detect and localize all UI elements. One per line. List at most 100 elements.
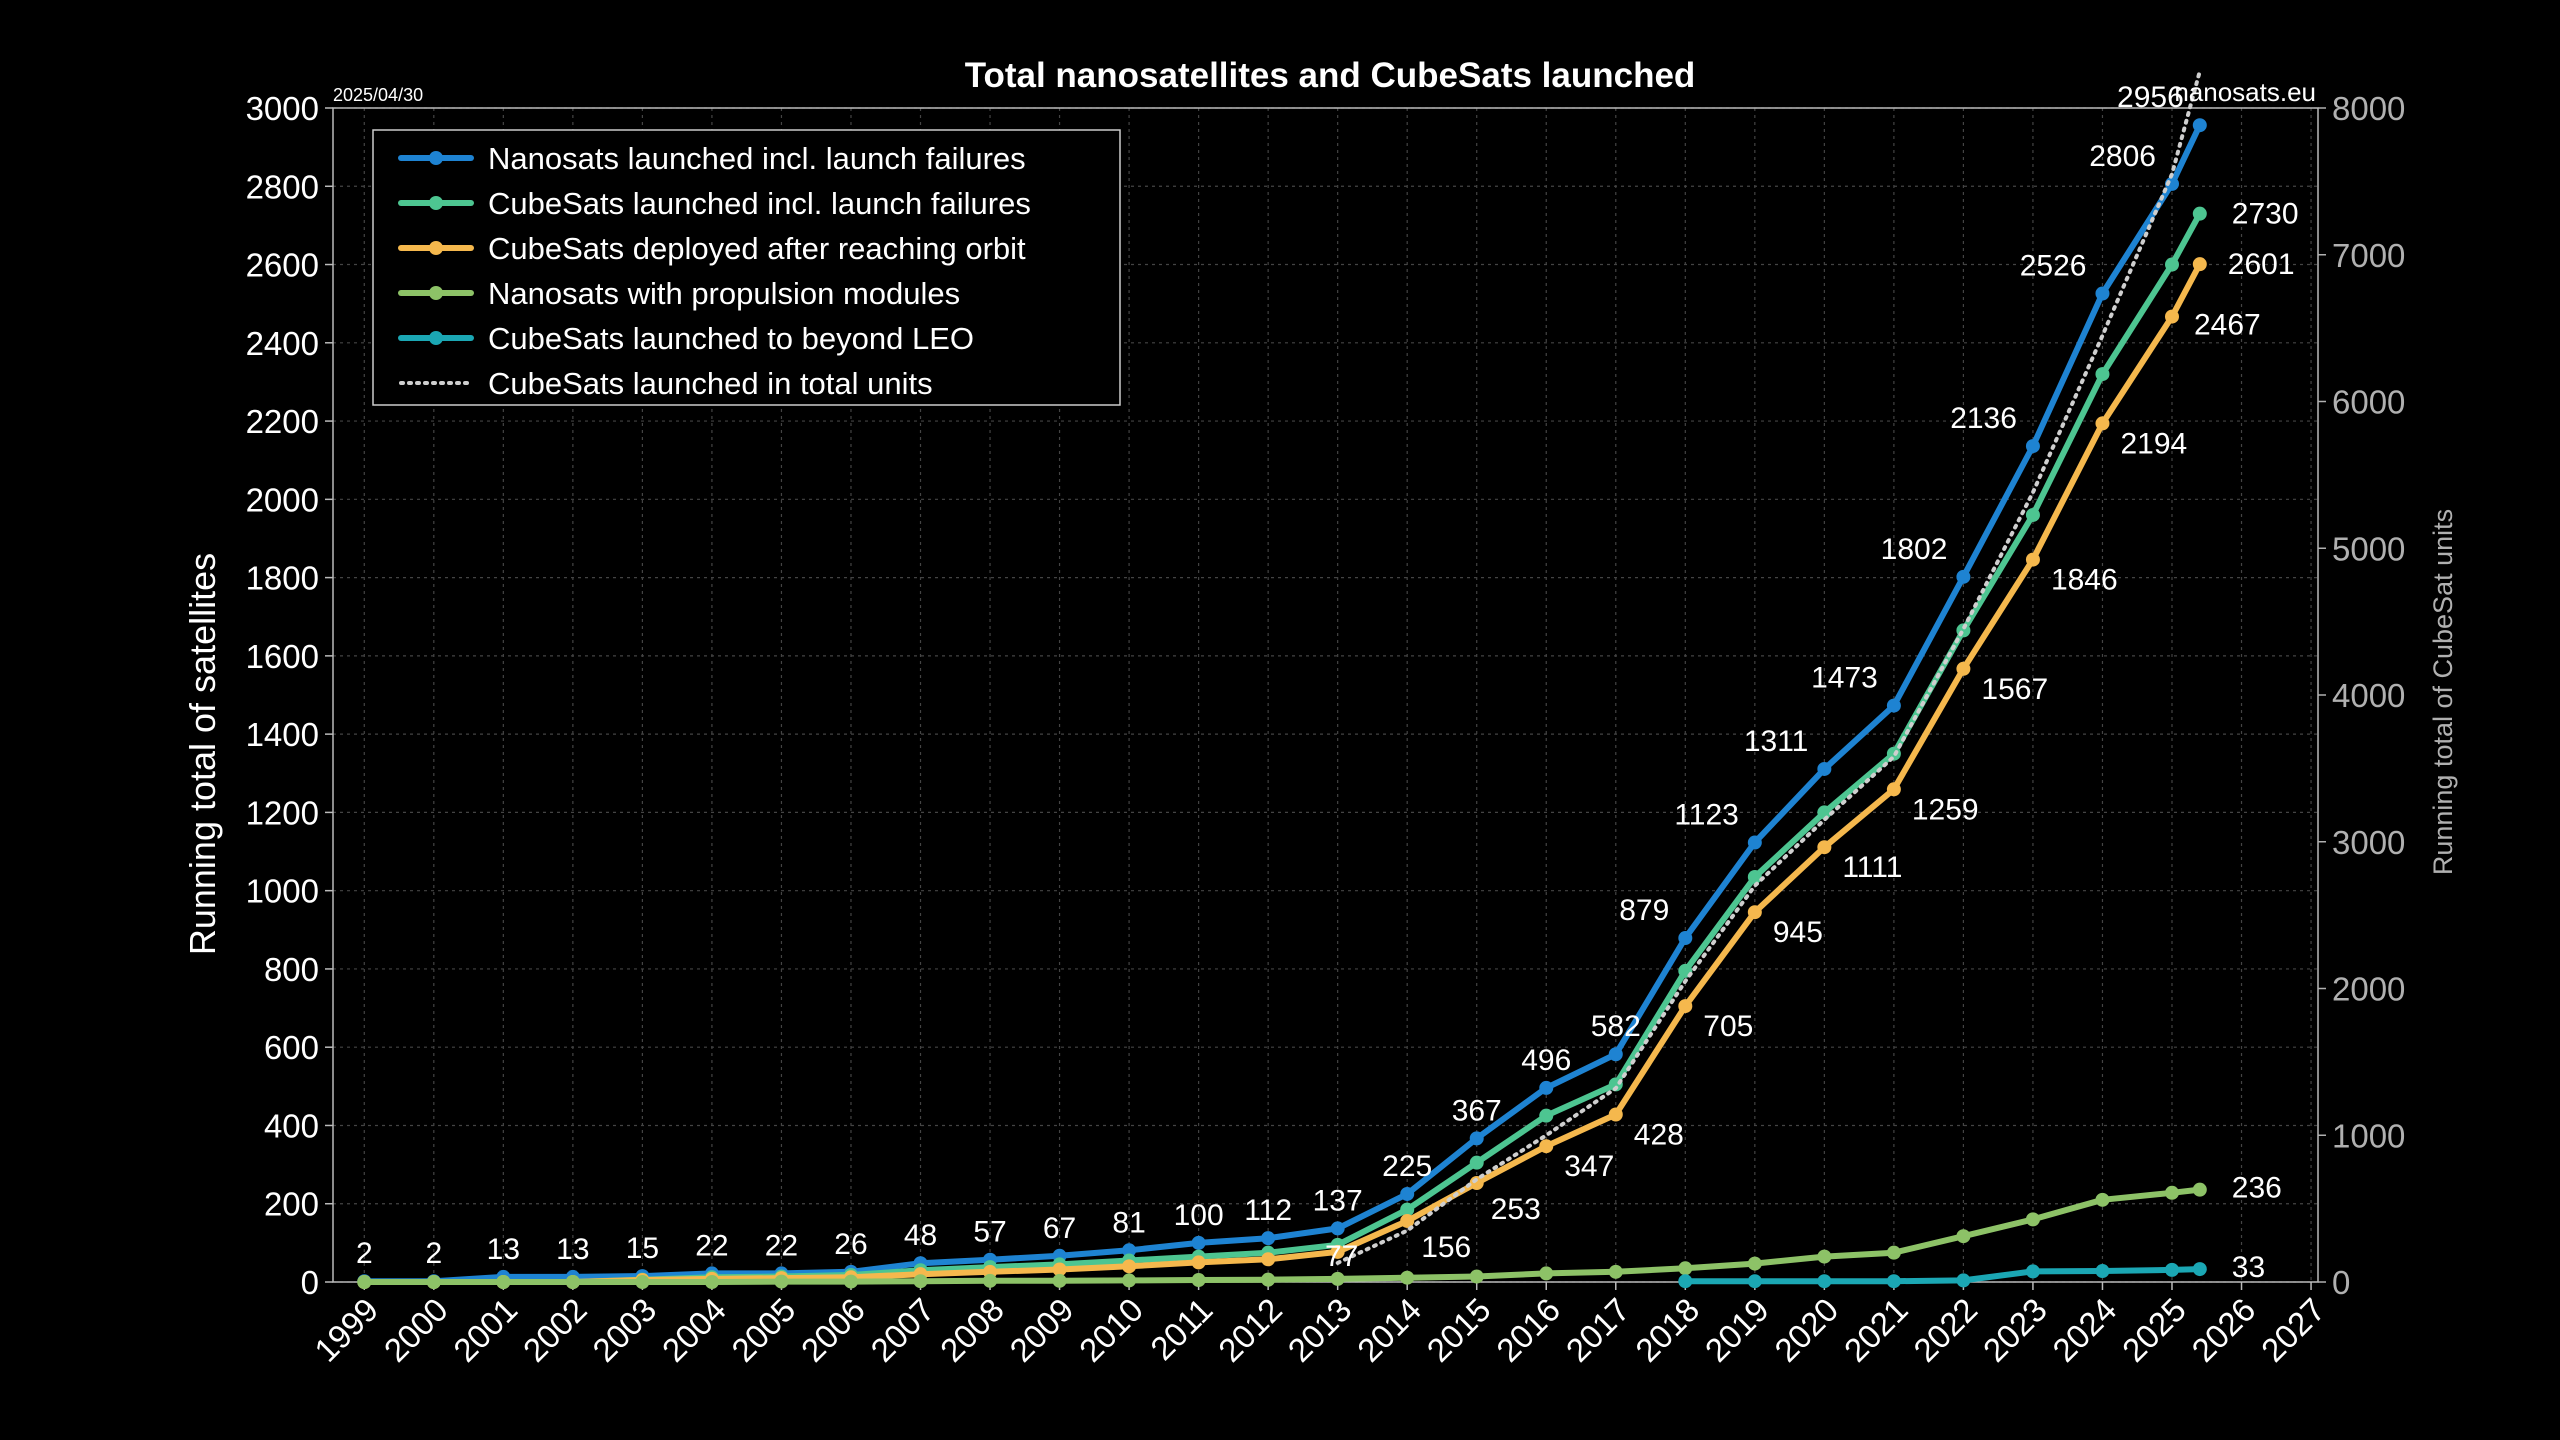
- data-point: [1191, 1235, 1206, 1250]
- data-point: [1817, 1274, 1832, 1289]
- data-label: 112: [1244, 1194, 1292, 1227]
- data-label: 347: [1564, 1150, 1614, 1183]
- data-point: [2095, 1264, 2110, 1279]
- data-label: 33: [2232, 1251, 2265, 1284]
- data-point: [983, 1273, 998, 1288]
- y-tick-label: 600: [264, 1029, 319, 1066]
- series-line: [361, 122, 2203, 1285]
- data-point: [426, 1275, 441, 1289]
- data-point: [1956, 1229, 1971, 1244]
- data-point: [1608, 1107, 1623, 1122]
- data-point: [1330, 1244, 1345, 1259]
- data-point: [635, 1275, 650, 1289]
- legend-marker: [429, 196, 443, 210]
- data-point: [1678, 1274, 1693, 1289]
- y-tick-label: 1200: [246, 794, 319, 831]
- data-label: 225: [1382, 1150, 1432, 1183]
- y-tick-label: 1000: [246, 873, 319, 910]
- data-point: [1261, 1252, 1276, 1267]
- data-label: 236: [2232, 1172, 2282, 1205]
- data-label: 77: [1325, 1240, 1358, 1273]
- data-point: [1817, 805, 1832, 820]
- data-label: 1259: [1912, 793, 1979, 826]
- data-point: [2164, 257, 2179, 272]
- data-point: [2192, 118, 2207, 133]
- legend-label: Nanosats launched incl. launch failures: [488, 141, 1026, 176]
- data-label: 2: [356, 1237, 373, 1270]
- data-point: [2192, 1262, 2207, 1277]
- y2-tick-label: 7000: [2332, 237, 2405, 274]
- y2-tick-label: 8000: [2332, 90, 2405, 127]
- y2-tick-label: 1000: [2332, 1117, 2405, 1154]
- data-label: 1473: [1811, 662, 1878, 695]
- data-point: [1469, 1131, 1484, 1146]
- data-point: [565, 1275, 580, 1289]
- data-point: [1956, 661, 1971, 676]
- y-tick-label: 800: [264, 951, 319, 988]
- data-label: 945: [1773, 916, 1823, 949]
- series-lines: [357, 69, 2207, 1289]
- y2-tick-label: 6000: [2332, 384, 2405, 421]
- data-point: [1052, 1262, 1067, 1277]
- data-point: [1539, 1080, 1554, 1095]
- data-point: [357, 1275, 372, 1289]
- data-point: [704, 1275, 719, 1289]
- legend-box: [372, 129, 1121, 406]
- data-point: [1330, 1271, 1345, 1286]
- legend-marker: [429, 241, 443, 255]
- legend-label: Nanosats with propulsion modules: [488, 276, 960, 311]
- data-point: [2025, 439, 2040, 454]
- data-point: [1539, 1139, 1554, 1154]
- legend-label: CubeSats launched in total units: [488, 366, 933, 401]
- data-label: 26: [834, 1228, 867, 1261]
- y2-tick-label: 0: [2332, 1264, 2350, 1301]
- legend-label: CubeSats deployed after reaching orbit: [488, 231, 1026, 266]
- legend-label: CubeSats launched to beyond LEO: [488, 321, 974, 356]
- data-point: [2095, 416, 2110, 431]
- data-label: 705: [1703, 1010, 1753, 1043]
- data-point: [1886, 698, 1901, 713]
- data-point: [1817, 761, 1832, 776]
- y-tick-label: 2000: [246, 481, 319, 518]
- data-point: [2164, 309, 2179, 324]
- data-point: [2164, 1185, 2179, 1200]
- data-point: [2164, 1262, 2179, 1277]
- data-point: [1400, 1202, 1415, 1217]
- y-tick-label: 1600: [246, 638, 319, 675]
- y-axis-title: Running total of satellites: [182, 553, 223, 955]
- legend: Nanosats launched incl. launch failures C…: [372, 129, 1121, 406]
- data-point: [2095, 1192, 2110, 1207]
- data-label: 1111: [1842, 851, 1902, 884]
- data-point: [1678, 1261, 1693, 1276]
- data-point: [496, 1275, 511, 1289]
- data-point: [2095, 286, 2110, 301]
- data-label: 428: [1634, 1119, 1684, 1152]
- y-tick-label: 2400: [246, 325, 319, 362]
- y-tick-label: 1800: [246, 560, 319, 597]
- data-point: [1817, 1249, 1832, 1264]
- data-point: [1400, 1213, 1415, 1228]
- y-tick-label: 2200: [246, 403, 319, 440]
- data-label: 1567: [1981, 673, 2048, 706]
- data-point: [1261, 1272, 1276, 1287]
- data-label: 2601: [2228, 248, 2295, 281]
- data-label: 22: [765, 1229, 798, 1262]
- data-label: 22: [695, 1229, 728, 1262]
- data-point: [1747, 869, 1762, 884]
- data-label: 2730: [2232, 198, 2299, 231]
- data-label: 1123: [1674, 799, 1739, 832]
- data-label: 13: [556, 1233, 589, 1266]
- data-point: [2025, 1212, 2040, 1227]
- y-tick-label: 1400: [246, 716, 319, 753]
- date-label: 2025/04/30: [333, 85, 423, 105]
- data-label: 1311: [1744, 725, 1809, 758]
- data-label: 1802: [1881, 533, 1948, 566]
- data-point: [1886, 1245, 1901, 1260]
- data-point: [1747, 1274, 1762, 1289]
- y-tick-label: 400: [264, 1107, 319, 1144]
- data-label: 2806: [2089, 140, 2156, 173]
- y-tick-label: 3000: [246, 90, 319, 127]
- y-tick-label: 200: [264, 1186, 319, 1223]
- data-label: 156: [1421, 1231, 1471, 1264]
